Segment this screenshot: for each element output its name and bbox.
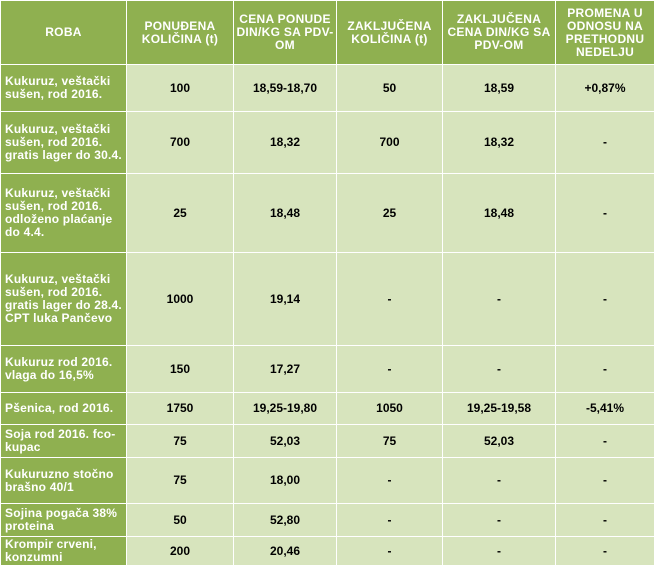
table-row: Kukuruz, veštački sušen, rod 2016. grati… [1,112,654,174]
table-row: Kukuruz, veštački sušen, rod 2016. odlož… [1,174,654,253]
row-name: Krompir crveni, konzumni [1,537,127,566]
offer-price-cell: 18,48 [234,174,337,253]
row-name: Sojina pogača 38% proteina [1,504,127,537]
table-row: Kukuruz rod 2016. vlaga do 16,5% 150 17,… [1,346,654,393]
row-name: Kukuruz, veštački sušen, rod 2016. [1,65,127,112]
change-cell: +0,87% [556,65,654,112]
change-cell: - [556,112,654,174]
offered-qty-cell: 100 [127,65,234,112]
offered-qty-cell: 1750 [127,393,234,425]
header-offered-qty: PONUĐENA KOLIČINA (t) [127,1,234,65]
offer-price-cell: 19,14 [234,253,337,346]
row-name: Kukuruz, veštački sušen, rod 2016. grati… [1,253,127,346]
closed-qty-cell: 75 [337,425,443,458]
offered-qty-cell: 50 [127,504,234,537]
table-row: Soja rod 2016. fco-kupac 75 52,03 75 52,… [1,425,654,458]
closed-qty-cell: - [337,537,443,566]
closed-qty-cell: - [337,504,443,537]
offered-qty-cell: 700 [127,112,234,174]
offered-qty-cell: 200 [127,537,234,566]
closed-price-cell: 52,03 [443,425,556,458]
offered-qty-cell: 1000 [127,253,234,346]
offer-price-cell: 18,59-18,70 [234,65,337,112]
table-row: Krompir crveni, konzumni 200 20,46 - - - [1,537,654,566]
offer-price-cell: 20,46 [234,537,337,566]
offered-qty-cell: 75 [127,458,234,504]
table-row: Kukuruz, veštački sušen, rod 2016. 100 1… [1,65,654,112]
header-change: PROMENA U ODNOSU NA PRETHODNU NEDELJU [556,1,654,65]
change-cell: - [556,425,654,458]
row-name: Kukuruz rod 2016. vlaga do 16,5% [1,346,127,393]
offer-price-cell: 18,32 [234,112,337,174]
closed-price-cell: - [443,253,556,346]
row-name: Soja rod 2016. fco-kupac [1,425,127,458]
closed-price-cell: - [443,537,556,566]
change-cell: - [556,537,654,566]
row-name: Kukuruzno stočno brašno 40/1 [1,458,127,504]
change-cell: - [556,174,654,253]
row-name: Kukuruz, veštački sušen, rod 2016. grati… [1,112,127,174]
offer-price-cell: 17,27 [234,346,337,393]
closed-qty-cell: 700 [337,112,443,174]
header-roba: ROBA [1,1,127,65]
header-offer-price: CENA PONUDE DIN/KG SA PDV-OM [234,1,337,65]
table-row: Pšenica, rod 2016. 1750 19,25-19,80 1050… [1,393,654,425]
closed-qty-cell: - [337,346,443,393]
table-row: Kukuruzno stočno brašno 40/1 75 18,00 - … [1,458,654,504]
header-closed-price: ZAKLJUČENA CENA DIN/KG SA PDV-OM [443,1,556,65]
offer-price-cell: 52,80 [234,504,337,537]
offer-price-cell: 52,03 [234,425,337,458]
closed-price-cell: - [443,346,556,393]
closed-price-cell: - [443,458,556,504]
change-cell: - [556,458,654,504]
closed-price-cell: 18,32 [443,112,556,174]
offer-price-cell: 18,00 [234,458,337,504]
closed-qty-cell: 1050 [337,393,443,425]
table-row: Sojina pogača 38% proteina 50 52,80 - - … [1,504,654,537]
closed-price-cell: 18,48 [443,174,556,253]
offered-qty-cell: 75 [127,425,234,458]
closed-price-cell: - [443,504,556,537]
row-name: Pšenica, rod 2016. [1,393,127,425]
offered-qty-cell: 25 [127,174,234,253]
row-name: Kukuruz, veštački sušen, rod 2016. odlož… [1,174,127,253]
change-cell: - [556,504,654,537]
closed-price-cell: 18,59 [443,65,556,112]
change-cell: -5,41% [556,393,654,425]
offered-qty-cell: 150 [127,346,234,393]
offer-price-cell: 19,25-19,80 [234,393,337,425]
header-row: ROBA PONUĐENA KOLIČINA (t) CENA PONUDE D… [1,1,654,65]
change-cell: - [556,346,654,393]
header-closed-qty: ZAKLJUČENA KOLIČINA (t) [337,1,443,65]
closed-price-cell: 19,25-19,58 [443,393,556,425]
change-cell: - [556,253,654,346]
closed-qty-cell: - [337,458,443,504]
closed-qty-cell: 25 [337,174,443,253]
closed-qty-cell: 50 [337,65,443,112]
closed-qty-cell: - [337,253,443,346]
table-row: Kukuruz, veštački sušen, rod 2016. grati… [1,253,654,346]
